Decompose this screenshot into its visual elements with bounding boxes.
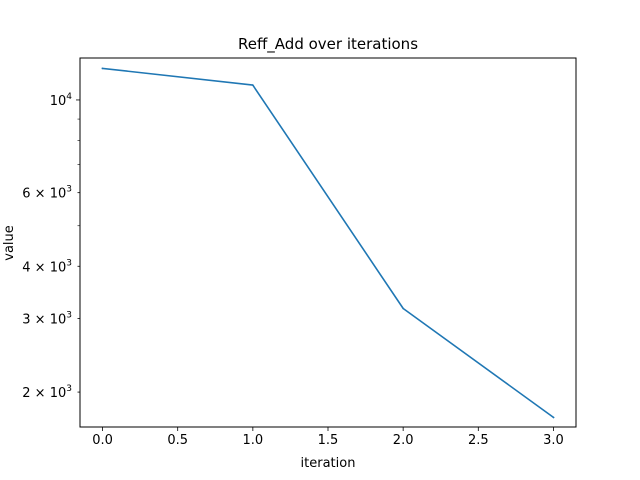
x-tick-label: 0.0: [92, 433, 113, 448]
x-tick-label: 0.5: [167, 433, 188, 448]
y-axis-label: value: [2, 225, 17, 261]
y-tick-label: 3 × 103: [22, 310, 72, 327]
x-tick-label: 1.0: [243, 433, 264, 448]
y-tick-label: 104: [50, 92, 73, 109]
y-tick-label: 6 × 103: [22, 185, 72, 202]
x-tick-label: 1.5: [318, 433, 339, 448]
x-axis-label: iteration: [301, 456, 356, 471]
chart-title: Reff_Add over iterations: [238, 35, 418, 54]
data-point: [252, 84, 254, 86]
data-point: [101, 67, 104, 70]
x-tick-label: 3.0: [543, 433, 564, 448]
series-line: [101, 67, 555, 419]
y-tick-label: 2 × 103: [22, 384, 72, 401]
x-tick-label: 2.0: [393, 433, 414, 448]
plot-area-frame: [79, 57, 577, 428]
data-point: [402, 307, 405, 310]
y-tick-label: 4 × 103: [22, 258, 72, 275]
data-point: [552, 416, 555, 419]
x-tick-label: 2.5: [468, 433, 489, 448]
